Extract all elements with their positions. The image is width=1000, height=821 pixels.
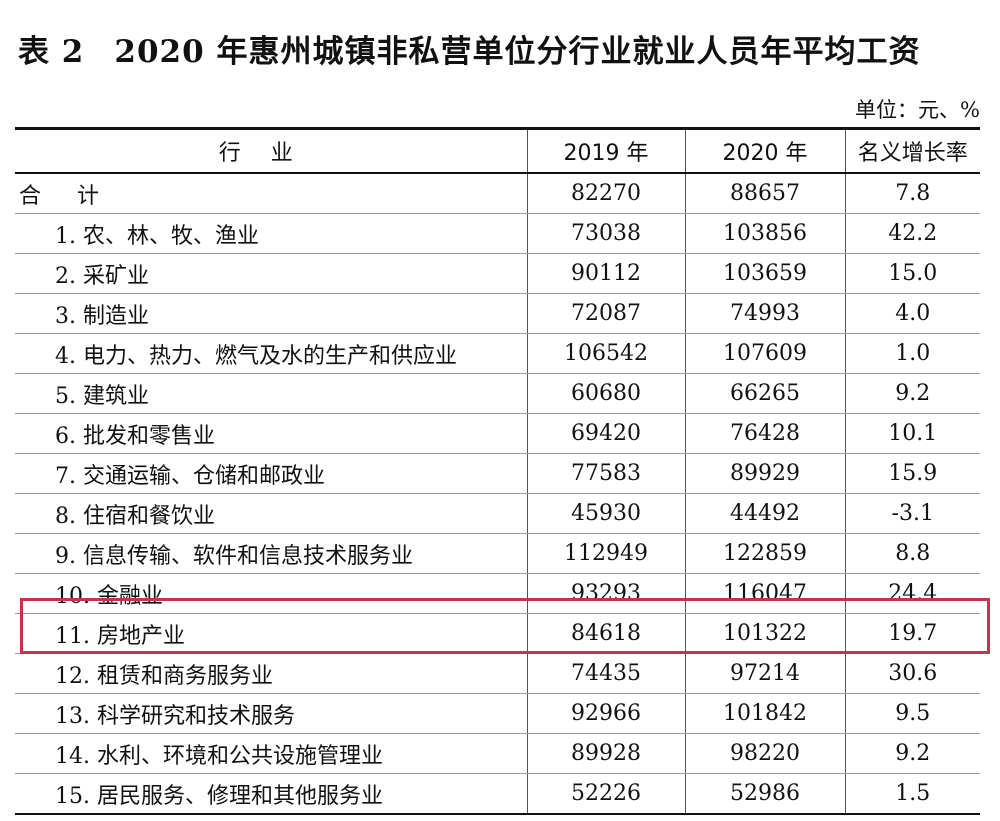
cell-2019: 93293 [526, 573, 685, 614]
header-row: 行业 2019 年 2020 年 名义增长率 [15, 127, 980, 174]
cell-2020: 88657 [684, 173, 845, 214]
cell-growth: -3.1 [844, 493, 980, 534]
table-row: 13. 科学研究和技术服务 92966 101842 9.5 [15, 693, 980, 734]
cell-2020: 76428 [684, 413, 845, 454]
unit-note: 单位：元、% [855, 98, 980, 122]
cell-industry: 1. 农、林、牧、渔业 [15, 213, 527, 254]
table-row: 4. 电力、热力、燃气及水的生产和供应业 106542 107609 1.0 [15, 333, 980, 374]
cell-growth: 4.0 [844, 293, 980, 334]
cell-2019: 73038 [526, 213, 685, 254]
header-2020: 2020 年 [684, 127, 845, 174]
cell-2020: 66265 [684, 373, 845, 414]
cell-2020: 89929 [684, 453, 845, 494]
table-row: 7. 交通运输、仓储和邮政业 77583 89929 15.9 [15, 453, 980, 494]
cell-growth: 7.8 [844, 173, 980, 214]
cell-2020: 101322 [684, 613, 845, 654]
table-row: 8. 住宿和餐饮业 45930 44492 -3.1 [15, 493, 980, 534]
cell-2019: 90112 [526, 253, 685, 294]
cell-industry: 12. 租赁和商务服务业 [15, 653, 527, 694]
cell-industry: 15. 居民服务、修理和其他服务业 [15, 773, 527, 815]
cell-growth: 8.8 [844, 533, 980, 574]
header-2019: 2019 年 [526, 127, 685, 174]
cell-2019: 60680 [526, 373, 685, 414]
table-row-highlighted: 11. 房地产业 84618 101322 19.7 [15, 613, 980, 654]
cell-industry: 10. 金融业 [15, 573, 527, 614]
table-number: 表 2 [18, 34, 85, 70]
cell-growth: 1.0 [844, 333, 980, 374]
cell-2020: 97214 [684, 653, 845, 694]
cell-industry: 3. 制造业 [15, 293, 527, 334]
cell-2019: 74435 [526, 653, 685, 694]
cell-2020: 52986 [684, 773, 845, 815]
cell-industry: 13. 科学研究和技术服务 [15, 693, 527, 734]
cell-2019: 77583 [526, 453, 685, 494]
table-title: 表 2 2020 年惠州城镇非私营单位分行业就业人员年平均工资 [18, 26, 920, 71]
cell-2019: 92966 [526, 693, 685, 734]
table-row: 15. 居民服务、修理和其他服务业 52226 52986 1.5 [15, 773, 980, 815]
table-row: 6. 批发和零售业 69420 76428 10.1 [15, 413, 980, 454]
cell-2020: 122859 [684, 533, 845, 574]
cell-2019: 84618 [526, 613, 685, 654]
cell-industry: 6. 批发和零售业 [15, 413, 527, 454]
wage-table: 行业 2019 年 2020 年 名义增长率 合计 82270 88657 7.… [15, 127, 980, 815]
table-row: 1. 农、林、牧、渔业 73038 103856 42.2 [15, 213, 980, 254]
cell-industry: 11. 房地产业 [15, 613, 527, 654]
cell-2019: 112949 [526, 533, 685, 574]
cell-2020: 103856 [684, 213, 845, 254]
cell-2019: 52226 [526, 773, 685, 815]
table-row: 12. 租赁和商务服务业 74435 97214 30.6 [15, 653, 980, 694]
table-row: 9. 信息传输、软件和信息技术服务业 112949 122859 8.8 [15, 533, 980, 574]
cell-2019: 69420 [526, 413, 685, 454]
cell-2019: 82270 [526, 173, 685, 214]
cell-growth: 1.5 [844, 773, 980, 815]
cell-2019: 106542 [526, 333, 685, 374]
cell-2020: 74993 [684, 293, 845, 334]
table-row-total: 合计 82270 88657 7.8 [15, 173, 980, 214]
table-row: 10. 金融业 93293 116047 24.4 [15, 573, 980, 614]
header-growth: 名义增长率 [844, 127, 980, 174]
cell-growth: 15.9 [844, 453, 980, 494]
cell-industry: 5. 建筑业 [15, 373, 527, 414]
cell-2019: 89928 [526, 733, 685, 774]
cell-industry: 14. 水利、环境和公共设施管理业 [15, 733, 527, 774]
cell-growth: 42.2 [844, 213, 980, 254]
cell-growth: 30.6 [844, 653, 980, 694]
cell-2020: 116047 [684, 573, 845, 614]
cell-growth: 19.7 [844, 613, 980, 654]
cell-industry: 7. 交通运输、仓储和邮政业 [15, 453, 527, 494]
cell-2020: 101842 [684, 693, 845, 734]
header-industry: 行业 [15, 127, 527, 174]
cell-industry: 4. 电力、热力、燃气及水的生产和供应业 [15, 333, 527, 374]
cell-growth: 10.1 [844, 413, 980, 454]
table-row: 3. 制造业 72087 74993 4.0 [15, 293, 980, 334]
cell-2020: 98220 [684, 733, 845, 774]
table-row: 14. 水利、环境和公共设施管理业 89928 98220 9.2 [15, 733, 980, 774]
cell-industry: 8. 住宿和餐饮业 [15, 493, 527, 534]
table-title-text: 2020 年惠州城镇非私营单位分行业就业人员年平均工资 [114, 34, 921, 70]
cell-growth: 9.2 [844, 373, 980, 414]
cell-2019: 72087 [526, 293, 685, 334]
cell-growth: 9.2 [844, 733, 980, 774]
cell-industry: 2. 采矿业 [15, 253, 527, 294]
table-row: 2. 采矿业 90112 103659 15.0 [15, 253, 980, 294]
cell-2020: 107609 [684, 333, 845, 374]
cell-growth: 9.5 [844, 693, 980, 734]
cell-2020: 103659 [684, 253, 845, 294]
cell-growth: 24.4 [844, 573, 980, 614]
table-row: 5. 建筑业 60680 66265 9.2 [15, 373, 980, 414]
cell-growth: 15.0 [844, 253, 980, 294]
cell-industry: 9. 信息传输、软件和信息技术服务业 [15, 533, 527, 574]
cell-industry: 合计 [15, 173, 527, 214]
cell-2019: 45930 [526, 493, 685, 534]
cell-2020: 44492 [684, 493, 845, 534]
